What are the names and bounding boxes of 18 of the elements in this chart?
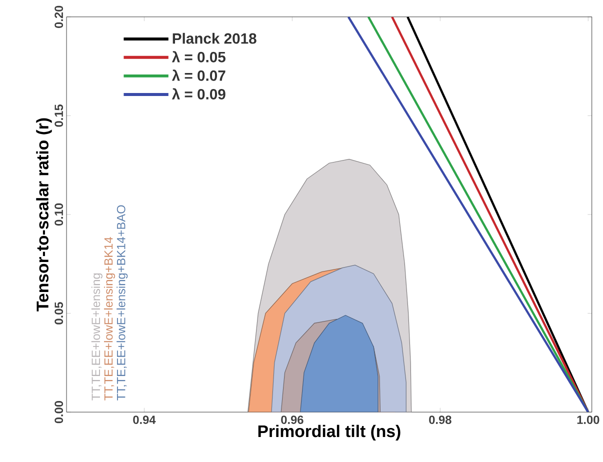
legend-label: λ = 0.05: [172, 51, 226, 62]
y-tick-label: 0.05: [54, 302, 64, 325]
y-tick-label: 0.00: [54, 401, 64, 424]
legend-label: Planck 2018: [172, 33, 256, 44]
x-tick-label: 0.98: [429, 416, 452, 424]
x-tick-label: 1.00: [577, 416, 600, 424]
legend-label: λ = 0.09: [172, 88, 226, 100]
legend-label: λ = 0.07: [172, 70, 226, 82]
y-tick-label: 0.10: [54, 204, 64, 226]
y-tick-label: 0.20: [54, 6, 64, 28]
text: TT,TE,EE+lowE+lensing: [91, 274, 102, 401]
text: TT,TE,EE+lowE+lensing+BK14+BAO: [116, 205, 128, 401]
y-axis-title: Tensor-to-scalar ratio (r): [36, 118, 52, 312]
text: TT,TE,EE+lowE+lensing+BK14: [104, 237, 116, 401]
x-tick-label: 0.96: [281, 416, 304, 424]
y-tick-label: 0.15: [54, 104, 64, 127]
x-tick-label: 0.94: [133, 416, 156, 424]
x-axis-title: Primordial tilt (ns): [258, 424, 400, 441]
